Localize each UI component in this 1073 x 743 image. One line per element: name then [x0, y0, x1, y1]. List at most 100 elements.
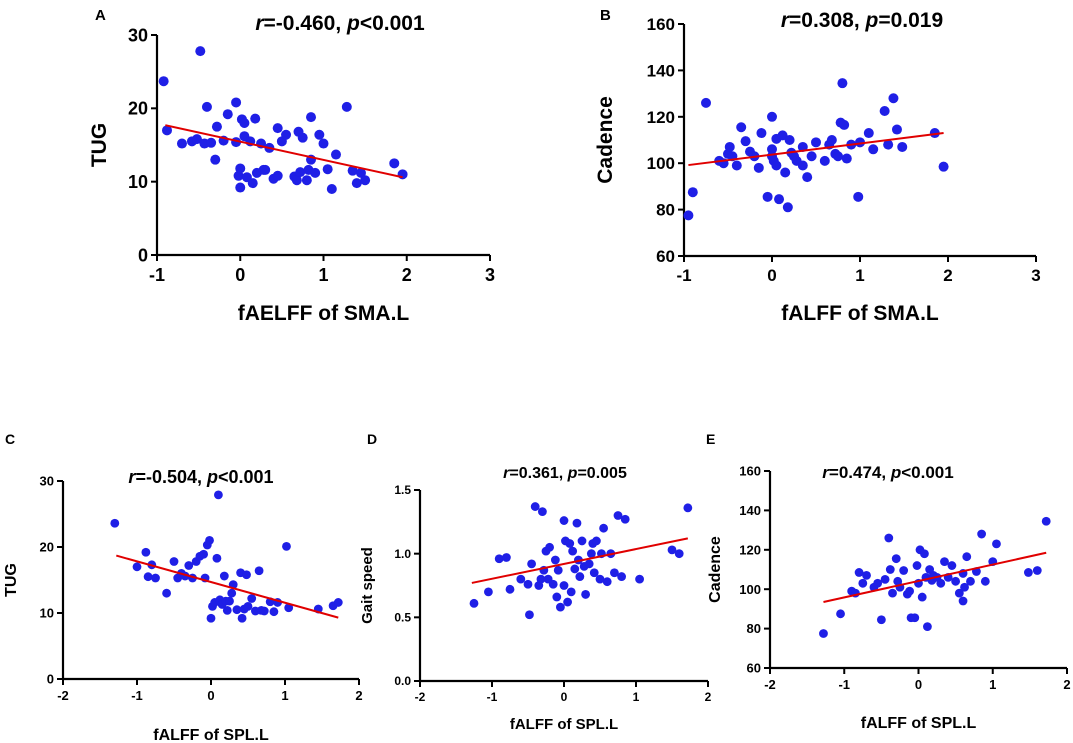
- p-symbol: p: [206, 467, 218, 487]
- data-point: [940, 557, 949, 567]
- data-point: [301, 175, 312, 186]
- x-tick-label: 2: [1063, 677, 1070, 692]
- x-tick-label: -1: [838, 677, 850, 692]
- data-point: [565, 539, 575, 548]
- data-point: [250, 113, 261, 124]
- data-point: [243, 602, 253, 611]
- data-point: [853, 191, 864, 202]
- data-point: [516, 574, 526, 584]
- data-point: [966, 576, 975, 586]
- r-value: =-0.460,: [264, 12, 347, 35]
- y-tick-label: 0.0: [394, 674, 411, 688]
- data-point: [235, 182, 246, 193]
- data-point: [227, 588, 237, 598]
- data-point: [201, 101, 212, 112]
- data-point: [683, 503, 693, 513]
- data-point: [880, 574, 890, 584]
- y-tick-label: 30: [40, 474, 54, 489]
- x-tick-label: 2: [943, 266, 952, 285]
- data-point: [525, 610, 534, 620]
- data-point: [397, 169, 408, 180]
- data-point: [247, 178, 258, 189]
- x-tick-label: 2: [355, 688, 362, 703]
- panel-letter: A: [95, 7, 106, 24]
- data-point: [389, 158, 400, 169]
- data-point: [780, 167, 791, 178]
- y-tick-label: 160: [647, 15, 675, 34]
- panel-letter: E: [706, 431, 715, 447]
- data-point: [854, 568, 864, 577]
- data-point: [736, 122, 747, 133]
- y-tick-label: 140: [739, 503, 761, 518]
- y-tick-label: 60: [747, 661, 761, 676]
- data-point: [143, 572, 153, 582]
- data-point: [502, 553, 511, 562]
- data-point: [819, 629, 828, 638]
- data-point: [239, 118, 250, 128]
- r-symbol: r: [781, 9, 791, 32]
- x-tick-label: 1: [855, 266, 864, 285]
- data-point: [538, 507, 547, 517]
- data-point: [231, 97, 242, 108]
- x-tick-label: 1: [633, 690, 640, 704]
- data-point: [469, 598, 479, 608]
- x-tick-label: 0: [767, 266, 776, 285]
- data-point: [206, 137, 217, 148]
- r-value: =-0.504,: [135, 467, 207, 487]
- y-tick-label: 10: [128, 172, 148, 192]
- x-tick-label: -1: [131, 688, 143, 703]
- data-point: [753, 162, 764, 173]
- data-point: [158, 76, 169, 87]
- x-tick-label: 3: [1031, 266, 1040, 285]
- y-tick-label: 1.0: [394, 547, 411, 561]
- data-point: [563, 597, 572, 607]
- data-point: [559, 516, 569, 525]
- y-tick-label: 1.5: [394, 483, 411, 497]
- data-point: [599, 523, 608, 533]
- data-point: [674, 549, 684, 559]
- data-point: [260, 164, 271, 175]
- panel-letter: C: [5, 431, 15, 447]
- data-point: [314, 129, 325, 140]
- data-point: [868, 144, 879, 155]
- regression-line: [116, 554, 339, 619]
- r-symbol: r: [128, 467, 136, 487]
- y-tick-label: 30: [128, 25, 148, 45]
- data-point: [980, 576, 990, 586]
- data-point: [584, 559, 594, 569]
- data-point: [577, 536, 587, 546]
- data-point: [570, 564, 580, 574]
- p-symbol: p: [567, 465, 578, 482]
- data-point: [701, 97, 711, 108]
- y-tick-label: 80: [656, 201, 675, 220]
- x-tick-label: 0: [235, 265, 245, 285]
- data-point: [272, 170, 283, 181]
- r-value: =0.474,: [829, 463, 891, 482]
- data-point: [282, 541, 291, 551]
- data-point: [553, 565, 563, 575]
- y-tick-label: 0: [138, 245, 148, 265]
- data-point: [484, 587, 493, 597]
- panel-letter: D: [367, 431, 377, 447]
- data-point: [550, 555, 560, 565]
- data-point: [767, 144, 777, 155]
- data-point: [920, 549, 929, 559]
- data-point: [687, 187, 698, 198]
- data-point: [556, 602, 565, 612]
- data-point: [797, 160, 808, 171]
- y-tick-label: 80: [747, 621, 761, 636]
- data-point: [222, 605, 232, 615]
- data-point: [326, 184, 337, 194]
- data-point: [811, 137, 821, 148]
- data-point: [873, 578, 883, 588]
- data-point: [552, 592, 562, 602]
- data-point: [826, 135, 837, 145]
- x-tick-label: -2: [764, 677, 776, 692]
- data-point: [917, 592, 927, 602]
- x-tick-label: 1: [318, 265, 328, 285]
- data-point: [774, 194, 785, 205]
- y-axis-label: TUG: [88, 123, 111, 167]
